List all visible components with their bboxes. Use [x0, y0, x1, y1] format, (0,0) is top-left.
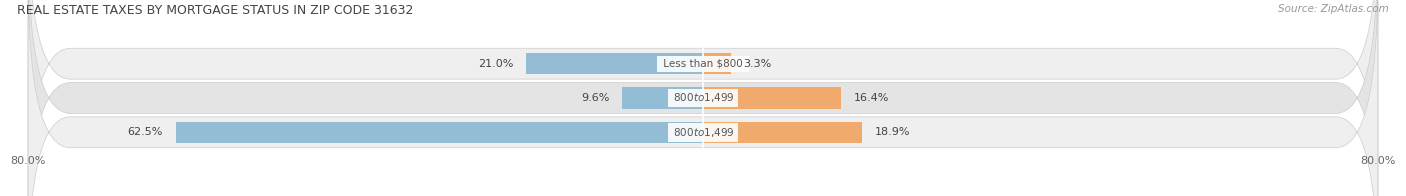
- Text: REAL ESTATE TAXES BY MORTGAGE STATUS IN ZIP CODE 31632: REAL ESTATE TAXES BY MORTGAGE STATUS IN …: [17, 4, 413, 17]
- Bar: [176, 122, 703, 143]
- Text: Source: ZipAtlas.com: Source: ZipAtlas.com: [1278, 4, 1389, 14]
- Text: Less than $800: Less than $800: [659, 59, 747, 69]
- Text: 9.6%: 9.6%: [581, 93, 609, 103]
- Text: 21.0%: 21.0%: [478, 59, 513, 69]
- Text: $800 to $1,499: $800 to $1,499: [671, 126, 735, 139]
- Bar: [621, 87, 703, 109]
- FancyBboxPatch shape: [28, 0, 1378, 196]
- Text: 3.3%: 3.3%: [744, 59, 772, 69]
- Bar: [703, 122, 862, 143]
- Bar: [526, 53, 703, 74]
- FancyBboxPatch shape: [28, 0, 1378, 196]
- Bar: [703, 53, 731, 74]
- FancyBboxPatch shape: [28, 0, 1378, 196]
- Text: 16.4%: 16.4%: [853, 93, 890, 103]
- Text: 62.5%: 62.5%: [128, 127, 163, 137]
- Text: $800 to $1,499: $800 to $1,499: [671, 92, 735, 104]
- Text: 18.9%: 18.9%: [875, 127, 911, 137]
- Bar: [703, 87, 841, 109]
